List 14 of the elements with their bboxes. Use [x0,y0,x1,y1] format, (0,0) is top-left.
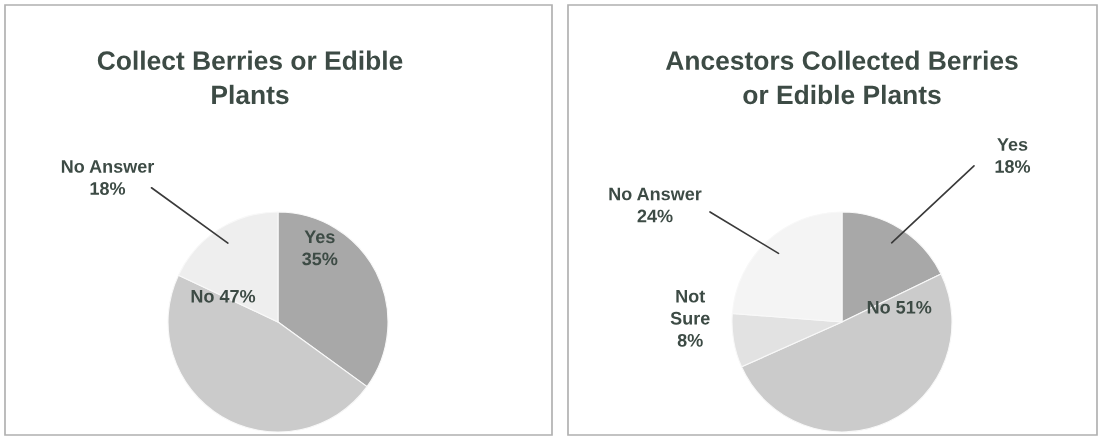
data-label: 18% [995,160,1031,173]
slice-label: Not Sure [670,289,710,325]
data-label: 35% [302,252,338,266]
data-label: 24% [637,209,673,223]
slice-label: No Answer [609,187,702,201]
chart-title: Collect Berries or Edible Plants [97,50,403,105]
slice-label: Yes [997,138,1028,151]
slice-label: Yes [304,230,335,244]
slice-label: No Answer [61,160,155,173]
data-label: 8% [677,333,703,347]
data-label: 18% [90,182,126,195]
slice-label: No 51% [867,300,932,314]
slice-label: No 47% [191,289,256,303]
chart-title: Ancestors Collected Berries or Edible Plants [665,50,1018,105]
